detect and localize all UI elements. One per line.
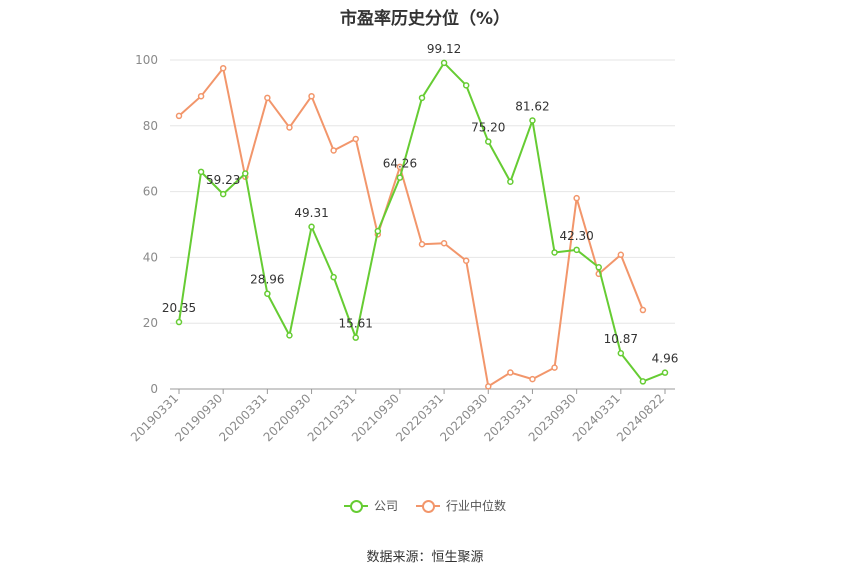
company-point <box>219 190 227 198</box>
industry-point <box>617 251 625 259</box>
company-point <box>197 168 205 176</box>
axis-layer: 0204060801002019033120190930202003312020… <box>128 53 675 444</box>
industry-point <box>529 375 536 383</box>
label-layer: 20.35 59.23 28.96 49.31 15.61 64.26 99.12 75.20… <box>162 42 679 366</box>
industry-line <box>178 67 644 388</box>
y-tick-label: 0 <box>150 382 158 396</box>
y-tick-label: 20 <box>143 316 158 330</box>
company-data-label: 81.62 <box>515 99 549 113</box>
company-point <box>264 290 271 297</box>
company-point <box>418 94 426 102</box>
company-data-label: 99.12 <box>427 42 461 56</box>
industry-point <box>418 240 426 248</box>
industry-point <box>286 124 293 131</box>
industry-point <box>219 64 227 72</box>
industry-point <box>330 147 337 154</box>
company-data-label: 49.31 <box>294 206 328 220</box>
legend: 公司 行业中位数 <box>0 497 850 514</box>
company-point <box>661 369 669 376</box>
chart-title: 市盈率历史分位（%） <box>339 9 511 29</box>
legend-industry-marker-icon <box>416 499 440 513</box>
company-point <box>308 223 315 231</box>
industry-point <box>639 306 647 314</box>
company-data-label: 10.87 <box>604 332 638 346</box>
company-point <box>440 59 448 67</box>
legend-industry-label: 行业中位数 <box>446 499 507 513</box>
industry-point <box>197 92 205 100</box>
company-data-label: 15.61 <box>339 317 373 331</box>
industry-point <box>573 194 580 202</box>
company-point <box>242 170 249 177</box>
company-point <box>617 349 625 357</box>
company-point <box>507 178 514 185</box>
data-source: 数据来源：恒生聚源 <box>366 550 484 565</box>
industry-point <box>264 94 271 102</box>
company-point <box>551 249 558 256</box>
company-data-label: 42.30 <box>559 229 593 243</box>
industry-point <box>551 364 558 371</box>
y-tick-label: 40 <box>143 250 158 264</box>
company-data-label: 4.96 <box>652 352 679 366</box>
legend-item-industry[interactable]: 行业中位数 <box>416 497 506 514</box>
y-tick-label: 100 <box>135 53 158 67</box>
industry-point <box>308 92 315 100</box>
company-data-label: 59.23 <box>206 173 240 187</box>
company-data-label: 28.96 <box>250 273 284 287</box>
company-point <box>396 174 404 181</box>
industry-point <box>175 112 183 120</box>
company-data-label: 20.35 <box>162 301 196 315</box>
company-point <box>573 246 580 254</box>
company-point <box>330 273 337 281</box>
industry-point <box>462 257 470 264</box>
industry-point <box>440 240 448 247</box>
legend-company-marker-icon <box>343 499 368 513</box>
x-tick-label: 20240822 <box>614 391 667 444</box>
company-point <box>462 82 470 89</box>
industry-point <box>485 383 492 390</box>
industry-point <box>507 369 514 376</box>
series-layer <box>175 59 669 390</box>
company-point <box>529 117 536 124</box>
y-tick-label: 80 <box>143 119 158 133</box>
company-point <box>286 332 293 339</box>
grid-layer <box>170 59 675 324</box>
company-data-label: 64.26 <box>383 157 417 171</box>
legend-company-label: 公司 <box>373 499 398 513</box>
company-point <box>595 264 602 271</box>
company-point <box>175 318 183 326</box>
y-tick-label: 60 <box>143 185 158 199</box>
company-point <box>374 227 382 235</box>
company-point <box>352 334 359 341</box>
company-point <box>639 378 647 385</box>
company-point <box>485 138 492 145</box>
industry-point <box>352 135 359 143</box>
company-line <box>178 61 666 383</box>
legend-item-company[interactable]: 公司 <box>343 497 398 514</box>
company-data-label: 75.20 <box>471 121 505 135</box>
